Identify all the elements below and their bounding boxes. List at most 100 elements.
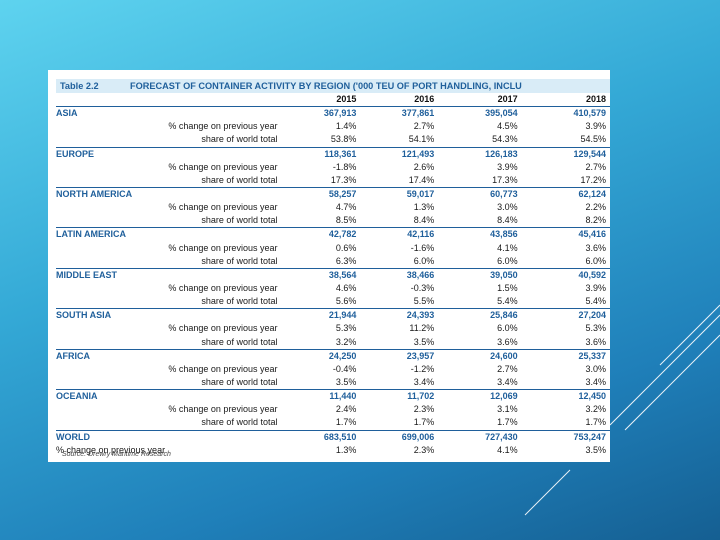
region-row: ASIA 367,913 377,861 395,054 410,579 xyxy=(56,106,610,121)
source-note: Source: Drewry Maritime Research xyxy=(62,451,171,458)
change-value: 2.3% xyxy=(413,404,435,415)
teu-value: 62,124 xyxy=(529,186,610,202)
teu-value: 12,069 xyxy=(441,389,530,404)
change-value: 5.3% xyxy=(335,323,357,334)
share-row-label: share of world total xyxy=(201,417,278,428)
world-change-row: % change on previous year 1.3% 2.3% 4.1% 3.5… xyxy=(56,444,610,457)
share-value: 3.6% xyxy=(585,336,606,347)
share-value: 8.4% xyxy=(413,215,435,226)
change-value: 1.4% xyxy=(335,121,357,132)
teu-value: 27,204 xyxy=(529,308,610,323)
change-value: 3.9% xyxy=(585,121,606,132)
share-value: 5.4% xyxy=(497,296,518,307)
region-row-label: NORTH AMERICA xyxy=(56,186,286,202)
teu-value: 25,337 xyxy=(529,348,610,363)
teu-value: 395,054 xyxy=(441,106,530,121)
change-row: % change on previous year -0.4% -1.2% 2.7% 3… xyxy=(56,363,610,376)
year-header: 2016 xyxy=(363,93,442,108)
year-header: 2018 xyxy=(529,93,610,108)
teu-value: 753,247 xyxy=(529,429,610,444)
change-row-label: % change on previous year xyxy=(168,121,278,132)
change-row: % change on previous year -1.8% 2.6% 3.9% 2.… xyxy=(56,161,610,174)
change-row: % change on previous year 5.3% 11.2% 6.0% 5.… xyxy=(56,322,610,335)
teu-value: 24,393 xyxy=(363,308,442,323)
change-value: 2.7% xyxy=(497,363,518,374)
share-value: 3.2% xyxy=(335,336,357,347)
change-value: -1.6% xyxy=(410,242,435,253)
share-value: 1.7% xyxy=(585,417,606,428)
change-value: 3.6% xyxy=(585,242,606,253)
change-value: 3.1% xyxy=(497,404,518,415)
share-row-label: share of world total xyxy=(201,134,278,145)
table-title-bar: Table 2.2 FORECAST OF CONTAINER ACTIVITY … xyxy=(56,79,610,93)
change-value: 3.9% xyxy=(585,283,606,294)
region-row: EUROPE 118,361 121,493 126,183 129,544 xyxy=(56,146,610,161)
share-value: 1.7% xyxy=(497,417,518,428)
share-value: 3.6% xyxy=(497,336,518,347)
teu-value: 11,702 xyxy=(363,389,442,404)
header-spacer xyxy=(56,93,285,107)
share-value: 8.4% xyxy=(497,215,518,226)
share-row: share of world total 1.7% 1.7% 1.7% 1.7% xyxy=(56,416,610,430)
share-value: 3.4% xyxy=(585,377,606,388)
table-card: Table 2.2 FORECAST OF CONTAINER ACTIVITY … xyxy=(48,70,610,462)
share-value: 17.3% xyxy=(492,174,518,185)
share-value: 6.0% xyxy=(413,255,435,266)
change-row-label: % change on previous year xyxy=(168,161,278,172)
share-row: share of world total 6.3% 6.0% 6.0% 6.0% xyxy=(56,255,610,269)
teu-value: 12,450 xyxy=(529,389,610,404)
teu-value: 24,600 xyxy=(441,348,530,363)
region-row: AFRICA 24,250 23,957 24,600 25,337 xyxy=(56,348,610,363)
share-value: 3.5% xyxy=(335,377,357,388)
teu-value: 24,250 xyxy=(285,348,364,363)
share-value: 6.0% xyxy=(585,255,606,266)
change-value: 2.2% xyxy=(585,202,606,213)
share-row-label: share of world total xyxy=(201,215,278,226)
teu-value: 699,006 xyxy=(363,429,442,444)
share-value: 53.8% xyxy=(330,134,357,145)
change-value: 2.7% xyxy=(585,161,606,172)
teu-value: 40,592 xyxy=(529,267,610,282)
teu-value: 727,430 xyxy=(441,429,530,444)
change-value: 0.6% xyxy=(335,242,357,253)
teu-value: 118,361 xyxy=(285,146,364,161)
change-value: 6.0% xyxy=(497,323,518,334)
share-value: 6.3% xyxy=(335,255,357,266)
teu-value: 38,466 xyxy=(363,267,442,282)
region-row-label: SOUTH ASIA xyxy=(56,308,286,323)
change-value: 5.3% xyxy=(585,323,606,334)
share-row-label: share of world total xyxy=(201,296,278,307)
change-value: 3.2% xyxy=(585,404,606,415)
forecast-table: 2015 2016 2017 2018 ASIA 367,913 377,861 39… xyxy=(56,93,610,457)
share-row-label: share of world total xyxy=(201,377,278,388)
deco-line xyxy=(609,314,720,426)
teu-value: 121,493 xyxy=(363,146,442,161)
region-row: MIDDLE EAST 38,564 38,466 39,050 40,592 xyxy=(56,267,610,282)
teu-value: 367,913 xyxy=(285,106,364,121)
share-value: 5.6% xyxy=(335,296,357,307)
teu-value: 43,856 xyxy=(441,227,530,242)
teu-value: 42,116 xyxy=(363,227,442,242)
deco-line xyxy=(659,304,720,366)
change-value: 3.0% xyxy=(497,202,518,213)
teu-value: 38,564 xyxy=(285,267,364,282)
share-value: 3.4% xyxy=(413,377,435,388)
teu-value: 21,944 xyxy=(285,308,364,323)
change-value: 2.3% xyxy=(413,444,435,455)
region-row-label: MIDDLE EAST xyxy=(56,267,286,282)
teu-value: 683,510 xyxy=(285,429,364,444)
region-row-label: ASIA xyxy=(56,106,286,121)
change-value: 3.0% xyxy=(585,363,606,374)
share-value: 5.5% xyxy=(413,296,435,307)
region-row: SOUTH ASIA 21,944 24,393 25,846 27,204 xyxy=(56,308,610,323)
share-value: 6.0% xyxy=(497,255,518,266)
change-row-label: % change on previous year xyxy=(168,363,278,374)
share-row: share of world total 5.6% 5.5% 5.4% 5.4% xyxy=(56,295,610,309)
year-header: 2015 xyxy=(285,93,364,108)
change-row: % change on previous year 2.4% 2.3% 3.1% 3.2… xyxy=(56,403,610,416)
region-row: OCEANIA 11,440 11,702 12,069 12,450 xyxy=(56,389,610,404)
region-row-label: AFRICA xyxy=(56,348,286,363)
change-value: 1.5% xyxy=(497,283,518,294)
change-value: 3.5% xyxy=(585,444,606,455)
teu-value: 39,050 xyxy=(441,267,530,282)
